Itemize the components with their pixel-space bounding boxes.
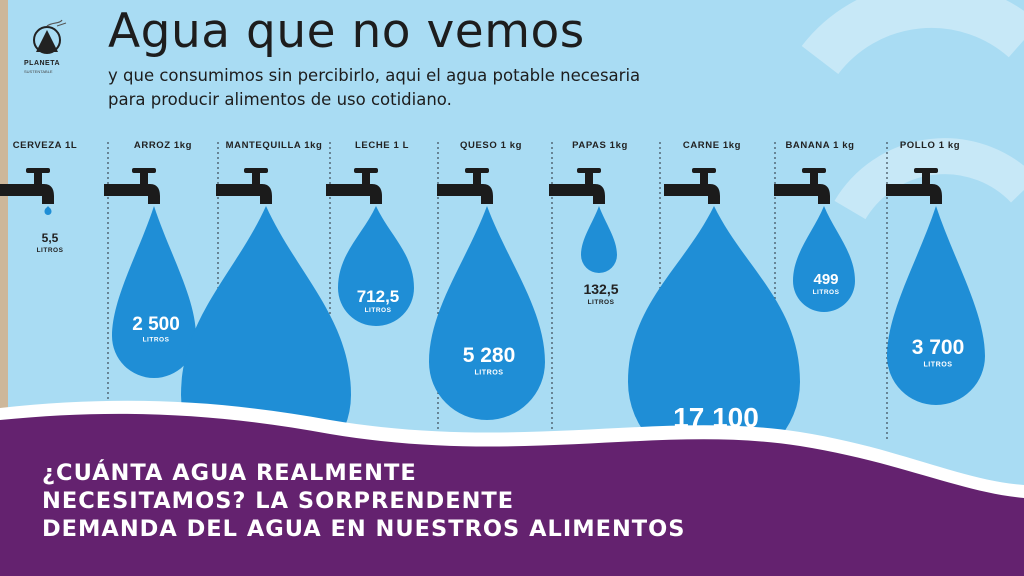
item-unit: LITROS (923, 361, 952, 369)
watermark-arc (801, 0, 1024, 75)
page-subtitle: y que consumimos sin percibirlo, aqui el… (108, 64, 788, 112)
faucet-icon (326, 168, 382, 204)
item-value: 3 700 (912, 336, 965, 359)
banner-background (0, 413, 1024, 576)
item-label: ARROZ 1kg (134, 140, 192, 151)
item-label: LECHE 1 L (355, 140, 409, 151)
subtitle-line-1: y que consumimos sin percibirlo, aqui el… (108, 66, 641, 85)
planeta-logo-icon (33, 19, 67, 54)
banner-line-3: DEMANDA DEL AGUA EN NUESTROS ALIMENTOS (42, 516, 686, 542)
item-value: 499 (813, 271, 838, 288)
water-drop (44, 206, 52, 215)
water-drop (793, 206, 855, 312)
item-unit: LITROS (588, 299, 615, 306)
faucet-icon (664, 168, 720, 204)
item-value: 5,5 (42, 231, 59, 245)
item-value: 712,5 (357, 287, 400, 306)
page-title: Agua que no vemos (108, 4, 585, 59)
water-drop (628, 206, 800, 468)
item-unit: LITROS (474, 369, 503, 377)
faucet-icon (886, 168, 942, 204)
item-label: PAPAS 1kg (572, 140, 628, 151)
faucet-icon (216, 168, 272, 204)
item-value: 5 280 (463, 344, 516, 367)
item-value: 2 500 (132, 314, 180, 335)
banner-line-1: ¿CUÁNTA AGUA REALMENTE (42, 460, 417, 486)
subtitle-line-2: para producir alimentos de uso cotidiano… (108, 90, 452, 109)
logo-tagline: SUSTENTABLE (24, 69, 53, 74)
faucet-icon (104, 168, 160, 204)
item-unit: LITROS (37, 247, 64, 254)
water-drop (338, 206, 414, 326)
logo-name: PLANETA (24, 60, 61, 67)
item-value: 132,5 (583, 281, 618, 297)
item-label: POLLO 1 kg (900, 140, 960, 151)
banner-line-2: NECESITAMOS? LA SORPRENDENTE (42, 488, 515, 514)
banner-headline: ¿CUÁNTA AGUA REALMENTE NECESITAMOS? LA S… (42, 459, 802, 543)
water-drop (581, 206, 617, 273)
item-label: CERVEZA 1L (13, 140, 78, 151)
faucet-icon (549, 168, 605, 204)
water-drop (887, 206, 985, 405)
faucet-icon (437, 168, 493, 204)
item-unit: LITROS (813, 289, 840, 296)
item-label: BANANA 1 kg (785, 140, 854, 151)
water-drop (112, 206, 196, 378)
watermark-arc-inner (834, 138, 1024, 220)
left-edge (0, 0, 8, 576)
faucet-icon (774, 168, 830, 204)
faucet-icon (0, 168, 54, 204)
water-drop (429, 206, 545, 420)
item-label: MANTEQUILLA 1kg (226, 140, 323, 151)
item-label: QUESO 1 kg (460, 140, 522, 151)
item-label: CARNE 1kg (683, 140, 741, 151)
item-unit: LITROS (143, 336, 170, 343)
item-unit: LITROS (365, 307, 392, 314)
